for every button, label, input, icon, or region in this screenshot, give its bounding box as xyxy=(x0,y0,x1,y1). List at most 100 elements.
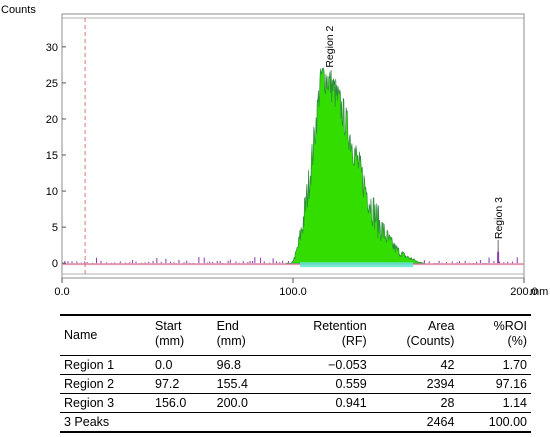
noise-spike xyxy=(105,262,107,264)
cell-retention: −0.053 xyxy=(274,355,371,375)
noise-spike xyxy=(100,260,102,264)
noise-spike xyxy=(67,261,69,264)
plot-frame xyxy=(61,13,525,279)
noise-spike xyxy=(114,262,116,264)
noise-spike xyxy=(464,260,466,264)
noise-spike xyxy=(96,257,98,264)
y-tick-label: 0 xyxy=(52,258,58,270)
x-axis-unit: mm xyxy=(530,286,548,298)
noise-spike xyxy=(144,262,146,264)
cell-area: 28 xyxy=(370,393,459,413)
header-area: Area (Counts) xyxy=(406,319,455,348)
cell-roi: 1.14 xyxy=(458,393,531,413)
noise-spike xyxy=(476,261,478,264)
noise-spike xyxy=(229,259,231,264)
noise-spike xyxy=(135,261,137,264)
noise-spike xyxy=(186,260,188,264)
noise-spike xyxy=(160,261,162,264)
y-tick-label: 15 xyxy=(46,150,58,162)
noise-spike xyxy=(451,261,453,264)
cell-end: 155.4 xyxy=(212,374,275,394)
region-labels: Region 2 Region 3 xyxy=(324,25,505,252)
noise-spike xyxy=(86,262,88,264)
noise-spike xyxy=(216,260,218,264)
cell-end: 96.8 xyxy=(212,355,275,375)
noise-spike xyxy=(198,257,200,264)
noise-spike xyxy=(80,262,82,264)
x-axis-ticks: 0.0 100.0 200.0 xyxy=(54,278,538,298)
header-name: Name xyxy=(64,328,98,342)
cell-name: Region 1 xyxy=(60,355,152,375)
noise-spike xyxy=(441,262,443,264)
noise-spike xyxy=(503,262,505,264)
cell-name: Region 2 xyxy=(60,374,152,394)
cell-start: 0.0 xyxy=(151,355,213,375)
noise-spike xyxy=(219,260,221,264)
noise-spike xyxy=(516,257,518,264)
noise-spike xyxy=(511,261,513,264)
x-tick-label: 200.0 xyxy=(510,286,538,298)
noise-spike xyxy=(263,261,265,264)
cell-start: 156.0 xyxy=(151,393,213,413)
y-tick-label: 10 xyxy=(46,186,58,198)
header-start: Start (mm) xyxy=(155,319,185,348)
noise-spike xyxy=(272,258,274,264)
noise-spike xyxy=(483,263,485,264)
noise-spike xyxy=(92,262,94,264)
noise-spike xyxy=(212,261,214,264)
noise-spike xyxy=(119,261,121,264)
noise-spike xyxy=(247,261,249,264)
x-tick-label: 100.0 xyxy=(279,286,307,298)
noise-spike xyxy=(479,260,481,264)
noise-spike xyxy=(507,261,509,264)
noise-spike xyxy=(132,260,134,264)
noise-spike xyxy=(276,261,278,264)
noise-spike xyxy=(456,262,458,264)
noise-spike xyxy=(238,262,240,264)
noise-spike xyxy=(222,263,224,264)
region-2-peak xyxy=(285,67,426,264)
cell-roi: 97.16 xyxy=(458,374,531,394)
peak-area xyxy=(285,67,426,268)
noise-spike xyxy=(254,257,256,264)
noise-spike xyxy=(189,262,191,264)
noise-spike xyxy=(428,261,430,264)
noise-spike xyxy=(206,262,208,264)
y-axis-label: Counts xyxy=(1,4,36,16)
noise-spike xyxy=(64,260,66,264)
noise-spike xyxy=(227,260,229,264)
noise-spike xyxy=(459,261,461,264)
baseline-noise xyxy=(62,251,524,266)
noise-spike xyxy=(488,257,490,264)
region-3-peak xyxy=(497,251,500,264)
y-tick-label: 25 xyxy=(46,78,58,90)
cell-area: 2394 xyxy=(370,374,459,394)
noise-spike xyxy=(140,262,142,264)
header-retention: Retention (RF) xyxy=(313,319,367,348)
noise-spike xyxy=(249,260,251,264)
noise-spike xyxy=(125,262,127,264)
noise-spike xyxy=(252,260,254,264)
header-roi: %ROI (%) xyxy=(493,319,527,348)
footer-roi: 100.00 xyxy=(458,412,531,433)
noise-spike xyxy=(279,262,281,264)
noise-spike xyxy=(183,262,185,264)
y-tick-label: 5 xyxy=(52,222,58,234)
table-row: Region 2 97.2 155.4 0.559 2394 97.16 xyxy=(60,374,531,394)
noise-spike xyxy=(156,258,158,264)
y-axis-ticks: 0 5 10 15 20 25 30 xyxy=(46,42,66,270)
noise-spike xyxy=(242,261,244,264)
cell-name: Region 3 xyxy=(60,393,152,413)
noise-spike xyxy=(71,261,73,264)
cell-roi: 1.70 xyxy=(458,355,531,375)
noise-spike xyxy=(170,261,172,264)
noise-spike xyxy=(84,261,86,264)
noise-spike xyxy=(434,262,436,264)
cell-retention: 0.941 xyxy=(274,393,371,413)
results-table: Name Start (mm) End (mm) Retention (RF) Are… xyxy=(60,314,531,433)
noise-spike xyxy=(173,262,175,264)
noise-spike xyxy=(423,260,425,264)
noise-spike xyxy=(76,261,78,264)
region-label: Region 2 xyxy=(324,25,336,67)
noise-spike xyxy=(438,260,440,264)
